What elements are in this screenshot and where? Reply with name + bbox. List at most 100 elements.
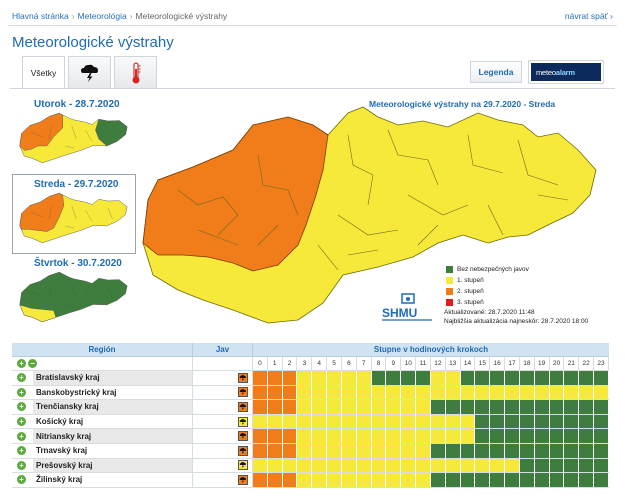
hour-level-cell [594, 385, 609, 400]
expand-row-icon[interactable]: + [17, 431, 26, 441]
thunderstorm-icon [238, 460, 248, 471]
thunderstorm-icon [80, 64, 98, 82]
back-link[interactable]: návrat späť › [564, 11, 613, 21]
hour-label: 6 [342, 357, 357, 370]
expand-all-icon[interactable]: + [17, 359, 26, 368]
hour-level-cell [490, 473, 506, 487]
warning-map-slovakia[interactable] [138, 95, 608, 327]
region-name: Trenčiansky kraj [33, 400, 192, 414]
hour-level-cell [564, 400, 580, 414]
hour-level-cell [356, 414, 372, 429]
hour-level-cell [475, 400, 491, 414]
hour-level-cell [282, 443, 298, 458]
hour-level-cell [445, 443, 461, 458]
collapse-all-icon[interactable]: − [28, 359, 37, 368]
day-label-thursday[interactable]: Štvrtok - 30.7.2020 [34, 258, 122, 269]
hour-level-cell [267, 414, 283, 429]
meteoalarm-link[interactable]: meteo alarm [528, 60, 604, 84]
hour-level-cell [445, 458, 461, 473]
expand-row-icon[interactable]: + [17, 460, 26, 470]
day-map-tuesday[interactable] [16, 112, 132, 164]
expand-row-icon[interactable]: + [17, 402, 26, 412]
expand-row-icon[interactable]: + [17, 417, 26, 427]
legend-item: Bez nebezpečných javov [446, 264, 529, 275]
hour-level-cell [253, 371, 268, 385]
breadcrumb-home-link[interactable]: Hlavná stránka [12, 11, 69, 21]
hour-level-cell [371, 443, 387, 458]
hour-level-cell [327, 414, 342, 429]
hour-label: 21 [564, 357, 580, 370]
hour-label: 20 [550, 357, 565, 370]
hour-level-cell [416, 473, 431, 487]
hours-header: + − 0 1 2 3 4 5 6 7 8 9 10 11 12 13 14 15 16 17 18 19 20 21 22… [12, 357, 609, 371]
hour-level-cell [401, 429, 417, 443]
hour-level-cell [401, 443, 417, 458]
hour-level-cell [430, 458, 446, 473]
expand-row-icon[interactable]: + [17, 475, 26, 485]
hour-label: 18 [520, 357, 535, 370]
hour-level-cell [490, 400, 506, 414]
hour-label: 7 [357, 357, 372, 370]
hour-level-cell [445, 429, 461, 443]
hour-label: 22 [579, 357, 595, 370]
hour-level-cell [371, 414, 387, 429]
hour-level-cell [297, 385, 313, 400]
hour-level-cell [267, 385, 283, 400]
thunderstorm-icon [238, 445, 248, 456]
divider [10, 88, 615, 89]
hour-level-cell [460, 429, 476, 443]
table-row: + Prešovský kraj [12, 458, 609, 474]
hour-level-cell [594, 429, 609, 443]
hour-level-cell [534, 458, 550, 473]
hour-level-cell [341, 385, 357, 400]
day-map-wednesday[interactable] [16, 192, 132, 244]
warnings-table: Región Jav Stupne v hodinových krokoch +… [12, 343, 609, 488]
hour-level-cell [341, 400, 357, 414]
hour-level-cell [282, 458, 298, 473]
hour-level-cell [356, 429, 372, 443]
hour-level-cell [386, 414, 402, 429]
day-label-tuesday[interactable]: Utorok - 28.7.2020 [34, 99, 120, 110]
expand-row-icon[interactable]: + [17, 446, 26, 456]
hour-level-cell [534, 385, 550, 400]
hour-level-cell [519, 458, 535, 473]
hour-label: 3 [297, 357, 313, 370]
expand-row-icon[interactable]: + [17, 387, 26, 397]
hour-level-cell [356, 400, 372, 414]
hour-level-cell [416, 443, 431, 458]
hour-label: 2 [283, 357, 298, 370]
header-region: Región [88, 345, 116, 354]
hour-level-cell [430, 385, 446, 400]
hour-level-cell [460, 458, 476, 473]
hour-level-cell [534, 443, 550, 458]
day-map-thursday[interactable] [16, 271, 132, 323]
hour-level-cell [386, 385, 402, 400]
breadcrumb: Hlavná stránka › Meteorológia › Meteorologic… [12, 11, 228, 21]
hour-level-cell [460, 443, 476, 458]
header-jav: Jav [192, 343, 253, 356]
hour-level-cell [475, 443, 491, 458]
hour-level-cell [327, 458, 342, 473]
hour-level-cell [371, 400, 387, 414]
legend-button[interactable]: Legenda [470, 61, 522, 83]
hour-level-cell [579, 371, 595, 385]
hour-level-cell [282, 429, 298, 443]
tab-heat[interactable] [114, 56, 157, 88]
hour-level-cell [430, 473, 446, 487]
hour-level-cell [327, 371, 342, 385]
hour-level-cell [594, 400, 609, 414]
hour-level-cell [549, 429, 565, 443]
hour-level-cell [579, 414, 595, 429]
hour-label: 15 [475, 357, 491, 370]
hour-level-cell [416, 429, 431, 443]
thunderstorm-icon [238, 416, 248, 427]
hour-level-cell [327, 429, 342, 443]
tab-thunderstorm[interactable] [68, 56, 111, 88]
day-label-wednesday[interactable]: Streda - 29.7.2020 [34, 179, 119, 190]
expand-row-icon[interactable]: + [17, 373, 26, 383]
tab-all[interactable]: Všetky [22, 56, 65, 89]
hour-level-cell [519, 429, 535, 443]
hour-level-cell [341, 414, 357, 429]
hour-level-cell [445, 473, 461, 487]
breadcrumb-section-link[interactable]: Meteorológia [77, 11, 127, 21]
